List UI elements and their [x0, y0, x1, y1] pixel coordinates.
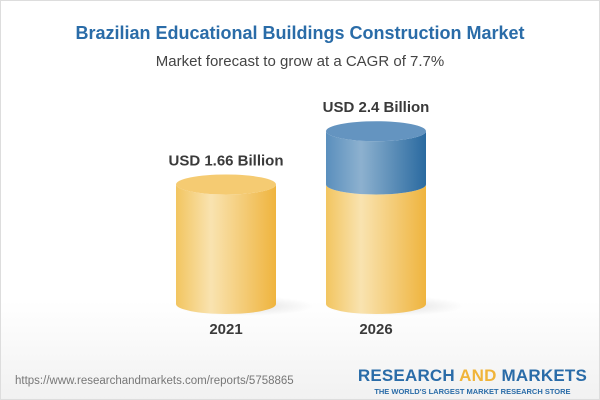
x-tick-label: 2021	[209, 321, 242, 338]
chart-subtitle: Market forecast to grow at a CAGR of 7.7…	[155, 53, 445, 70]
data-label: USD 2.4 Billion	[323, 99, 430, 116]
bar-2026-base	[326, 184, 426, 314]
chart-title: Brazilian Educational Buildings Construc…	[75, 23, 525, 43]
source-url[interactable]: https://www.researchandmarkets.com/repor…	[15, 375, 294, 387]
research-and-markets-logo: RESEARCH AND MARKETS THE WORLD'S LARGEST…	[358, 367, 587, 396]
data-label: USD 1.66 Billion	[168, 152, 283, 169]
logo-tagline: THE WORLD'S LARGEST MARKET RESEARCH STOR…	[374, 387, 571, 396]
logo-text: AND	[459, 366, 497, 385]
logo-text: MARKETS	[496, 366, 587, 385]
bar-2026-growth	[326, 131, 426, 195]
x-tick-label: 2026	[359, 321, 392, 338]
cylinder-chart: USD 1.66 Billion 2021 USD 2.4 Billion 2026	[168, 99, 464, 338]
cylinder-top	[326, 121, 426, 142]
cylinder-top	[176, 174, 276, 195]
logo-text: RESEARCH	[357, 366, 460, 385]
bar-2021	[176, 184, 276, 314]
